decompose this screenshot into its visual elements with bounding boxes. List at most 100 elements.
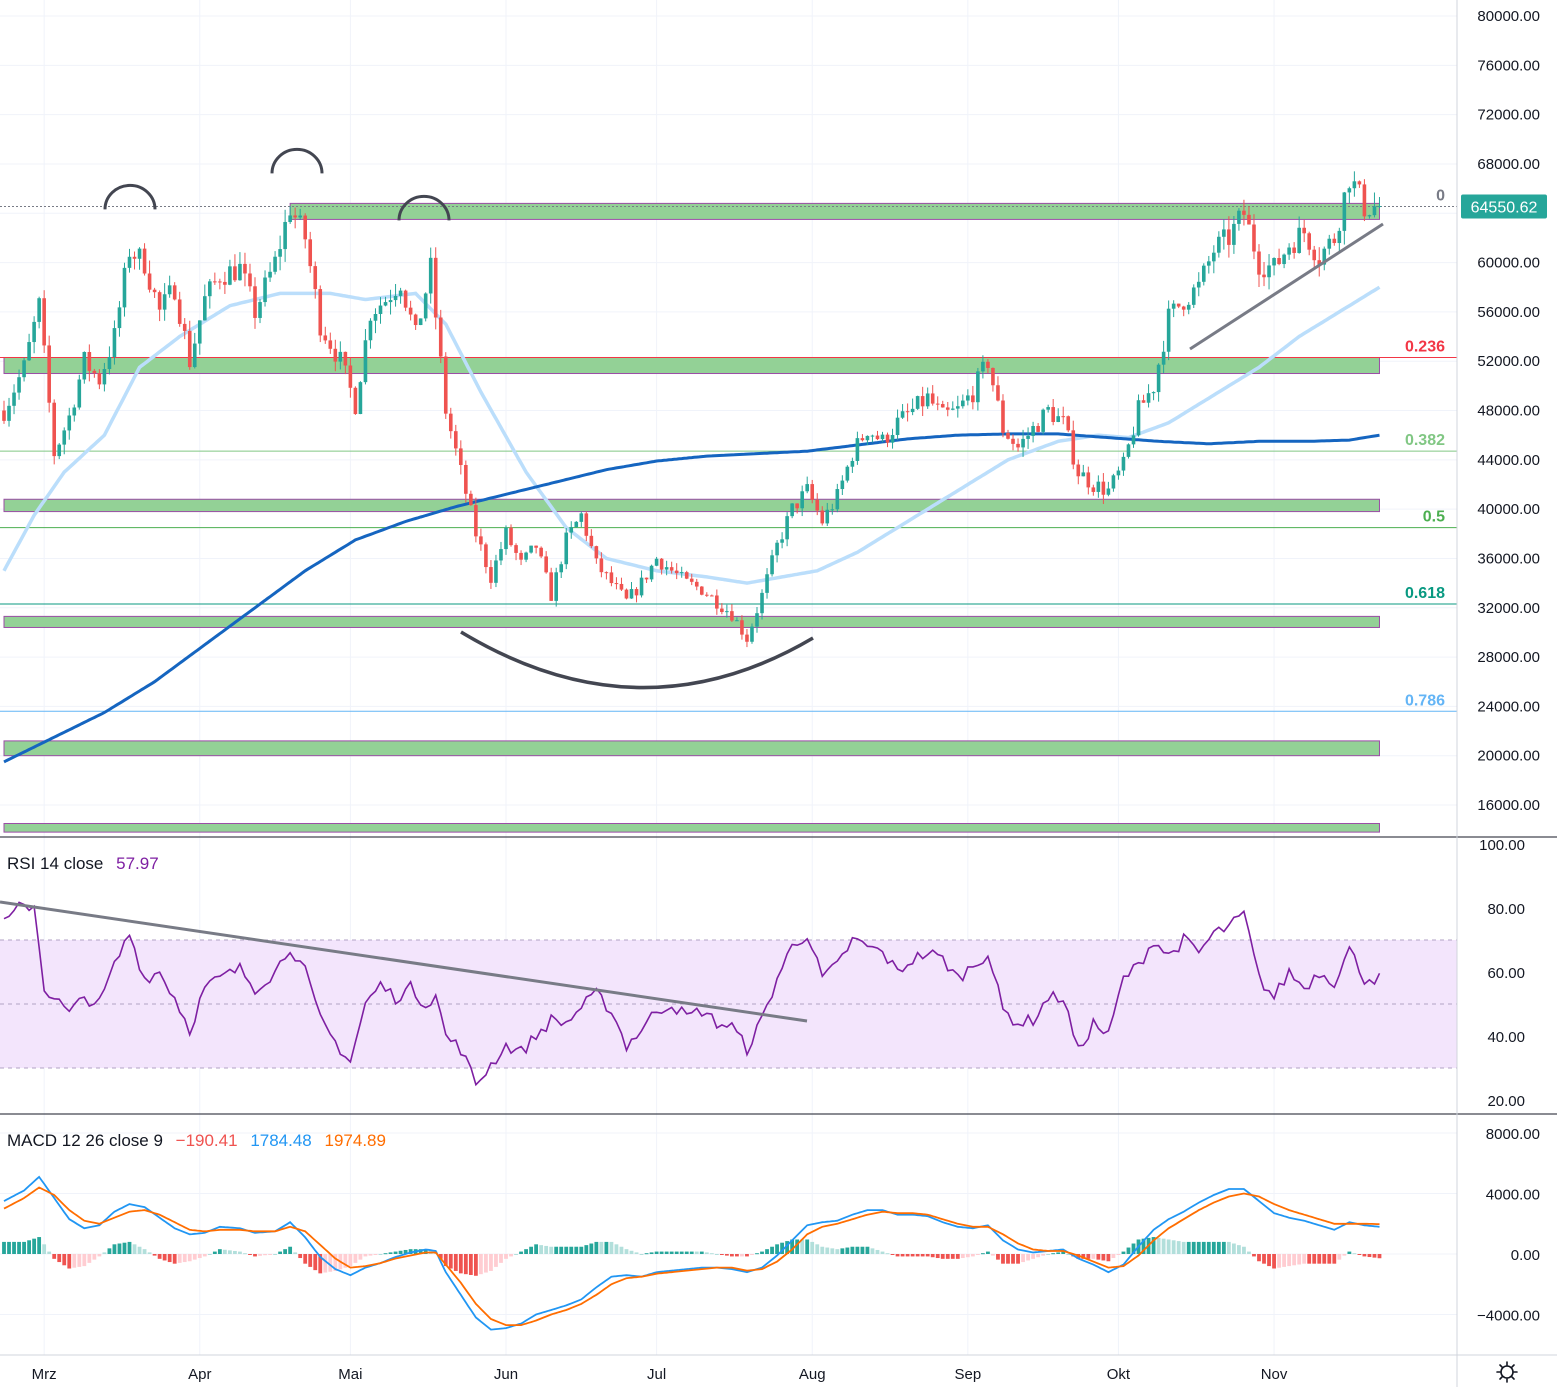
macd-histogram-bar — [1377, 1254, 1382, 1259]
candle-body — [218, 281, 222, 283]
macd-histogram-bar — [1161, 1238, 1166, 1254]
candle-body — [208, 281, 212, 297]
candle-body — [1287, 247, 1291, 255]
candle-body — [554, 572, 558, 601]
candle-body — [870, 435, 875, 437]
candle-body — [599, 558, 604, 573]
macd-histogram-bar — [1151, 1237, 1156, 1254]
candle-body — [699, 586, 704, 595]
macd-histogram-bar — [1252, 1254, 1256, 1257]
macd-histogram-bar — [57, 1254, 62, 1263]
candle-body — [323, 335, 328, 341]
candle-body — [348, 365, 353, 388]
macd-histogram-bar — [243, 1253, 247, 1255]
macd-histogram-bar — [895, 1254, 900, 1257]
candle-body — [825, 509, 830, 524]
macd-histogram-bar — [654, 1251, 659, 1254]
macd-histogram-bar — [258, 1254, 262, 1256]
candle-body — [524, 552, 528, 560]
macd-histogram-bar — [1011, 1254, 1015, 1264]
candle-body — [479, 536, 483, 545]
rsi-trendline — [0, 900, 808, 1023]
candle-body — [1377, 206, 1382, 208]
candle-body — [298, 215, 302, 218]
macd-histogram-bar — [674, 1251, 679, 1254]
candle-body — [278, 249, 282, 257]
candle-body — [991, 367, 995, 386]
macd-histogram-bar — [1096, 1254, 1101, 1260]
macd-histogram-bar — [202, 1254, 207, 1257]
macd-histogram-bar — [197, 1254, 202, 1259]
candle-body — [1176, 303, 1181, 307]
candle-body — [413, 314, 418, 326]
candle-body — [1101, 481, 1106, 495]
macd-legend-macd: 1784.48 — [250, 1131, 311, 1150]
macd-histogram-bar — [348, 1254, 353, 1267]
candle-body — [915, 396, 920, 409]
macd-histogram-bar — [619, 1246, 624, 1254]
candle-body — [1031, 426, 1035, 436]
macd-histogram-bar — [594, 1241, 599, 1254]
macd-histogram-bar — [273, 1254, 277, 1255]
candle-body — [122, 267, 127, 308]
candle-body — [534, 545, 538, 548]
macd-histogram-bar — [1302, 1254, 1307, 1264]
candle-body — [1056, 416, 1060, 422]
macd-histogram-bar — [1242, 1246, 1246, 1254]
candle-body — [1307, 233, 1311, 250]
candle-body — [167, 285, 172, 295]
candle-body — [313, 266, 318, 290]
macd-tick-label: 8000.00 — [1486, 1126, 1540, 1143]
candle-body — [1026, 435, 1030, 439]
macd-histogram-bar — [187, 1254, 192, 1262]
candle-body — [815, 499, 820, 511]
price-tick-label: 60000.00 — [1477, 255, 1540, 272]
macd-histogram-bar — [584, 1245, 589, 1254]
macd-histogram-bar — [669, 1251, 674, 1254]
candle-body — [428, 257, 433, 294]
macd-histogram-bar — [659, 1251, 664, 1254]
price-tick-label: 24000.00 — [1477, 698, 1540, 715]
macd-histogram-bar — [423, 1249, 428, 1254]
candle-body — [338, 351, 343, 362]
candle-body — [358, 382, 363, 415]
macd-histogram-bar — [137, 1246, 142, 1254]
macd-histogram-bar — [1026, 1254, 1030, 1261]
candle-body — [1036, 426, 1040, 432]
candle-body — [1302, 227, 1306, 234]
macd-histogram-bar — [970, 1254, 975, 1257]
candle-body — [860, 438, 865, 441]
candle-body — [840, 480, 845, 490]
candle-body — [945, 407, 950, 410]
candle-body — [509, 527, 513, 546]
macd-histogram-bar — [1156, 1237, 1161, 1254]
macd-histogram-bar — [604, 1241, 609, 1254]
macd-histogram-bar — [1126, 1247, 1131, 1254]
candle-body — [273, 256, 277, 272]
candle-body — [499, 549, 503, 561]
candle-body — [1327, 238, 1332, 249]
macd-histogram-bar — [378, 1254, 383, 1255]
macd-histogram-bar — [544, 1245, 549, 1254]
macd-histogram-bar — [825, 1247, 830, 1254]
macd-histogram-bar — [820, 1246, 825, 1254]
macd-histogram-bar — [1061, 1251, 1066, 1254]
macd-legend[interactable]: MACD 12 26 close 9 −190.41 1784.48 1974.… — [7, 1131, 386, 1150]
macd-histogram-bar — [448, 1254, 453, 1269]
macd-histogram-bar — [880, 1251, 885, 1254]
candle-body — [308, 239, 313, 267]
candle-body — [830, 509, 835, 511]
macd-histogram-bar — [1357, 1254, 1362, 1255]
macd-histogram-bar — [975, 1254, 980, 1255]
macd-histogram-bar — [639, 1254, 644, 1255]
macd-histogram-bar — [865, 1246, 870, 1254]
settings-gear-icon[interactable] — [1496, 1361, 1518, 1383]
macd-histogram-bar — [1046, 1254, 1051, 1255]
candle-body — [865, 435, 870, 441]
last-price-badge — [1461, 194, 1547, 219]
support-zone — [289, 202, 1380, 220]
rsi-legend[interactable]: RSI 14 close 57.97 — [7, 854, 159, 873]
candle-body — [343, 351, 348, 366]
candle-body — [589, 535, 594, 547]
